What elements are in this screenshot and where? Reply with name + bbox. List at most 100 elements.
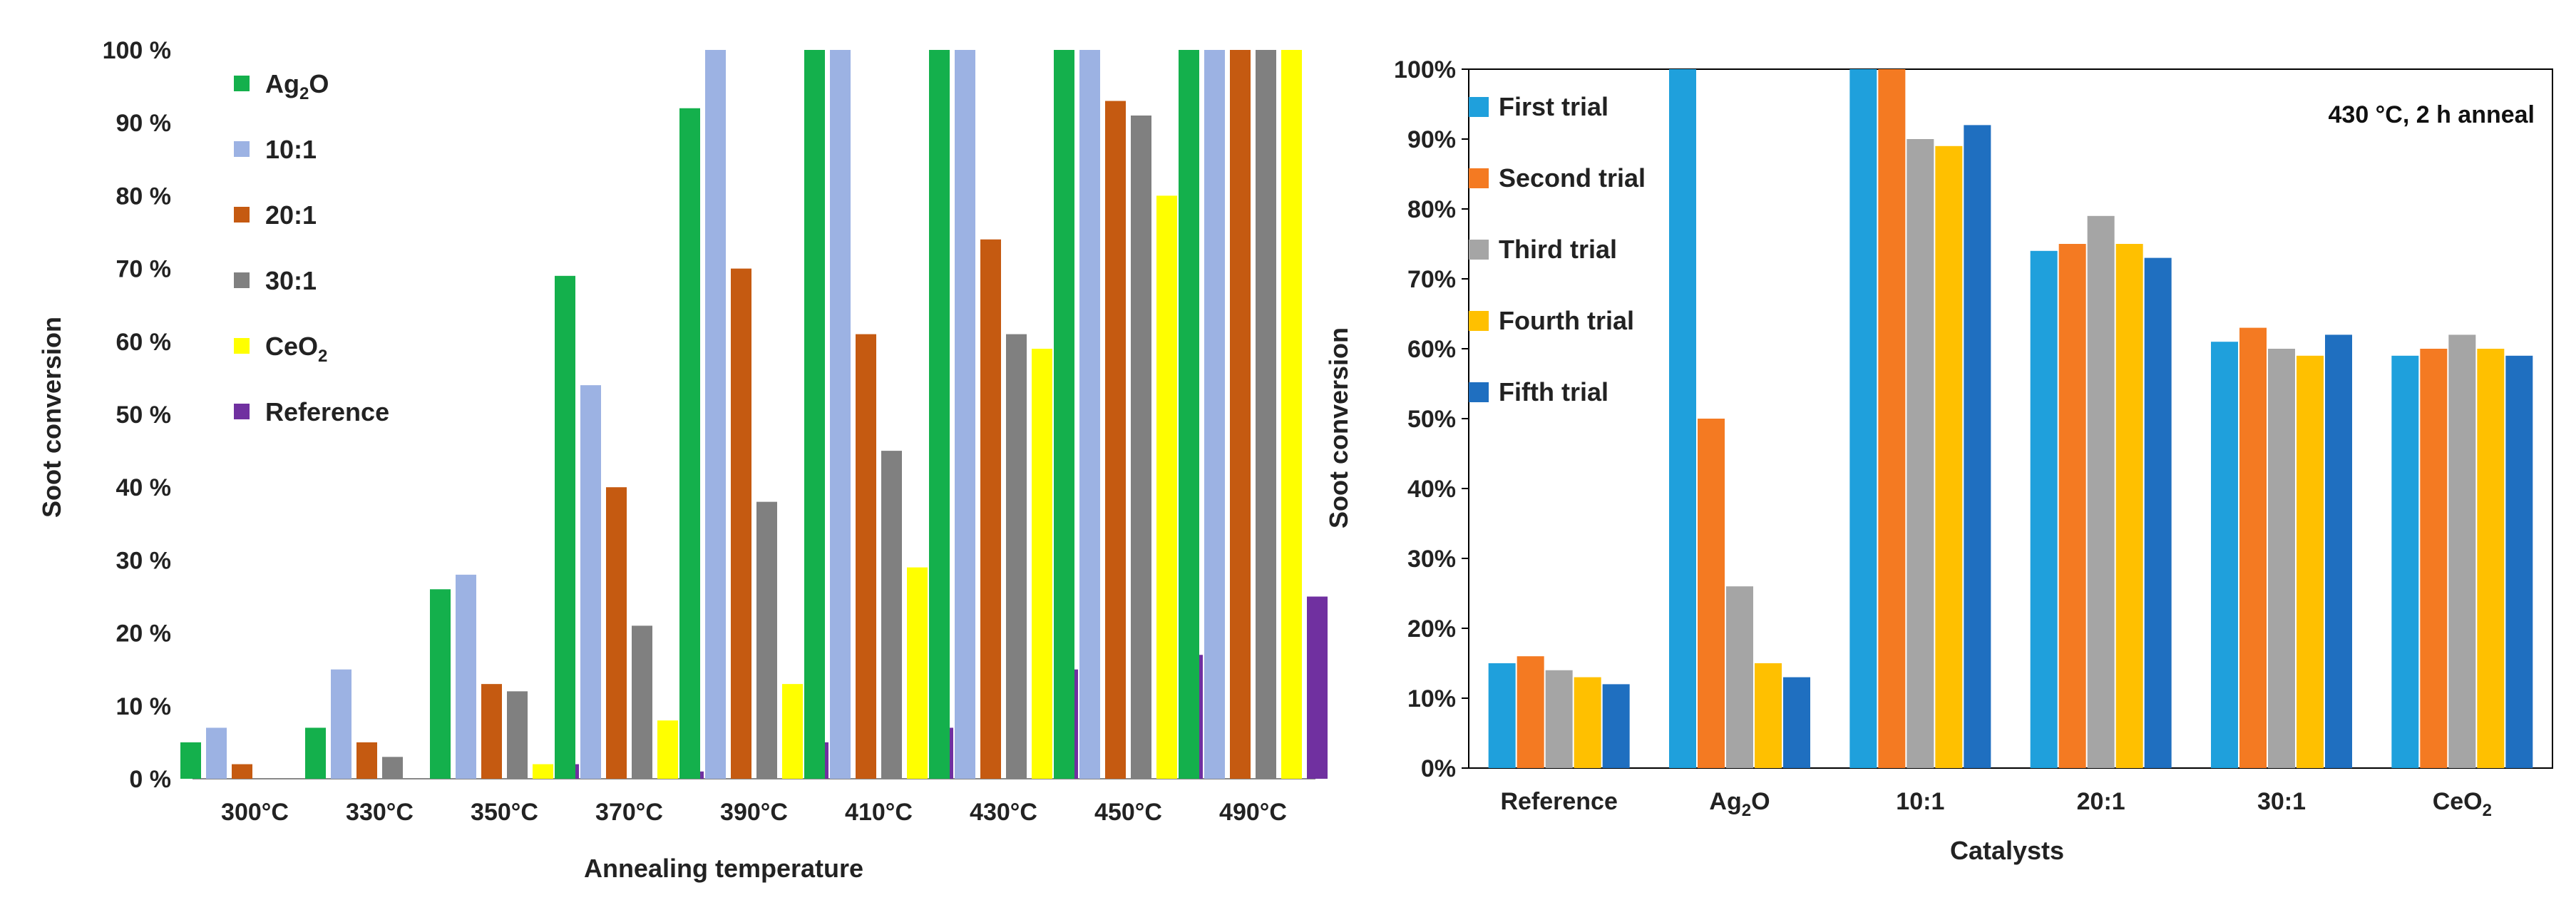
right-x-tick-label-base: CeO [2433, 788, 2483, 815]
right-bar [2477, 349, 2505, 768]
left-bar [232, 764, 252, 779]
left-bar [1032, 349, 1052, 779]
left-bar [180, 742, 201, 779]
right-x-tick-label: Reference [1500, 788, 1617, 815]
left-bar [1156, 195, 1177, 779]
left-x-tick-label: 430°C [970, 799, 1037, 826]
right-x-tick-label: CeO2 [2433, 788, 2492, 820]
left-bar [1230, 50, 1251, 779]
right-x-tick-label-sub: 2 [1742, 801, 1751, 820]
left-x-tick-label: 450°C [1094, 799, 1162, 826]
left-bar [1307, 596, 1328, 779]
right-x-tick-label-base: 20:1 [2077, 788, 2125, 815]
right-x-axis-title: Catalysts [1950, 836, 2064, 865]
left-x-tick-label: 300°C [221, 799, 289, 826]
right-x-tick-label: Ag2O [1709, 788, 1770, 820]
left-bar [804, 50, 825, 779]
right-bar [2505, 355, 2533, 768]
right-bar [2268, 349, 2295, 768]
right-bar [1783, 677, 1810, 768]
right-y-tick-label: 90% [1407, 126, 1456, 153]
left-legend-label-base: 10:1 [265, 135, 317, 164]
right-y-tick-label: 30% [1407, 546, 1456, 573]
left-y-tick-label: 30 % [116, 547, 172, 574]
right-x-tick-label-tail: O [1751, 788, 1770, 815]
left-bar [606, 487, 627, 779]
left-legend-label-base: 20:1 [265, 200, 317, 230]
left-legend-label: 20:1 [265, 200, 317, 230]
left-bar [356, 742, 377, 779]
right-legend-label: First trial [1499, 92, 1608, 121]
left-legend-label: CeO2 [265, 332, 327, 366]
right-y-tick-label: 60% [1407, 336, 1456, 363]
left-y-axis-title: Soot conversion [37, 317, 66, 518]
right-bar-chart: 0% 10% 20% 30% 40% 50% 60% 70% 80% 90% 100% Referen… [1324, 56, 2553, 865]
right-bar [1574, 677, 1601, 768]
left-y-tick-label: 80 % [116, 183, 172, 210]
left-bar [881, 451, 902, 779]
left-bar [1256, 50, 1276, 779]
left-bar [580, 385, 601, 779]
left-legend-label-base: Ag [265, 69, 299, 98]
right-bar [1488, 663, 1516, 768]
right-x-tick-label-sub: 2 [2483, 801, 2492, 820]
right-y-tick-label: 10% [1407, 685, 1456, 712]
right-y-tick-label: 100% [1394, 56, 1456, 83]
right-x-tick-label: 30:1 [2257, 788, 2306, 815]
right-bar [1935, 145, 1963, 769]
right-bar [1878, 69, 1906, 768]
right-bar [2391, 355, 2419, 768]
right-legend-label: Second trial [1499, 163, 1646, 193]
right-y-tick-label: 40% [1407, 476, 1456, 503]
left-bar [555, 275, 575, 779]
left-legend-swatch [234, 272, 250, 288]
left-bar [955, 50, 975, 779]
right-annotation: 430 °C, 2 h anneal [2329, 101, 2535, 128]
right-bar [2211, 342, 2238, 768]
left-bar [731, 268, 751, 779]
left-bar [1204, 50, 1225, 779]
left-legend-label: 30:1 [265, 266, 317, 295]
left-x-axis-title: Annealing temperature [584, 854, 863, 883]
right-bar [1964, 125, 1991, 768]
left-y-tick-label: 0 % [129, 766, 171, 793]
right-bar [2115, 244, 2143, 768]
left-bar [382, 757, 403, 779]
right-bar [2144, 257, 2172, 769]
left-y-tick-label: 100 % [103, 37, 171, 64]
left-legend-label-tail: O [309, 69, 329, 98]
right-bar [2058, 244, 2086, 768]
left-legend-swatch [234, 141, 250, 157]
right-legend-swatch [1469, 240, 1489, 260]
left-legend-swatch [234, 404, 250, 419]
left-y-tick-label: 60 % [116, 329, 172, 356]
left-bar [705, 50, 726, 779]
right-bar [1545, 670, 1573, 768]
right-x-tick-label-base: Reference [1500, 788, 1617, 815]
left-bar [430, 589, 451, 779]
left-x-tick-label: 350°C [471, 799, 538, 826]
left-legend-label-base: Reference [265, 397, 389, 426]
left-bar [456, 574, 476, 779]
left-legend-label-base: CeO [265, 332, 318, 361]
left-x-tick-label: 390°C [720, 799, 788, 826]
left-bar [980, 239, 1001, 779]
left-bar [206, 727, 227, 779]
right-bar [2325, 334, 2352, 768]
left-bar [1179, 50, 1199, 779]
right-y-tick-label: 20% [1407, 615, 1456, 643]
right-bar [2448, 334, 2476, 768]
left-legend-label: 10:1 [265, 135, 317, 164]
left-bar [657, 720, 678, 779]
left-legend-swatch [234, 76, 250, 91]
left-x-tick-label: 370°C [595, 799, 663, 826]
left-bar [507, 691, 528, 779]
right-legend-swatch [1469, 311, 1489, 331]
right-x-tick-label: 20:1 [2077, 788, 2125, 815]
left-bar [830, 50, 851, 779]
left-bar [533, 764, 553, 779]
left-bar [331, 669, 351, 779]
left-legend-swatch [234, 207, 250, 223]
right-x-tick-label-base: 10:1 [1896, 788, 1944, 815]
